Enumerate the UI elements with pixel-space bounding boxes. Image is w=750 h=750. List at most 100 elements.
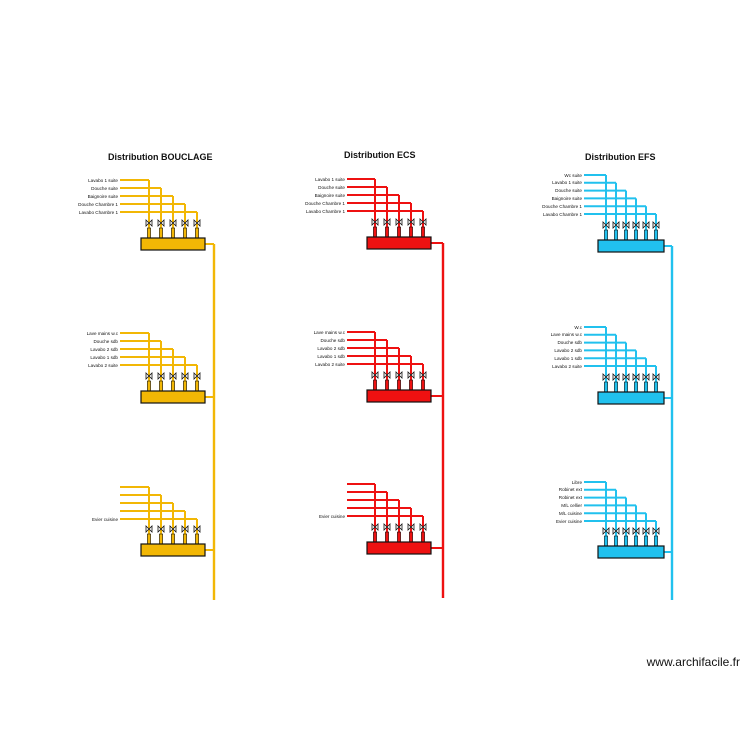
outlet-fitting xyxy=(644,381,648,393)
outlet-fitting xyxy=(147,227,151,239)
valve-icon xyxy=(181,219,189,227)
outlet-label: Lavabo Chambre 1 xyxy=(78,209,118,215)
valve-icon xyxy=(419,371,427,379)
outlet-fitting xyxy=(654,535,658,547)
outlet-label: Evier cuisine xyxy=(318,513,345,519)
manifold-body-bouclage xyxy=(140,390,206,404)
outlet-label: Lavabo 1 suite xyxy=(88,177,118,183)
valve-icon xyxy=(602,373,610,381)
valve-icon xyxy=(157,525,165,533)
outlet-label: Baignoire suite xyxy=(314,192,345,198)
outlet-label: Douche Chambre 1 xyxy=(542,203,582,209)
outlet-label: Lavabo Chambre 1 xyxy=(542,211,582,217)
outlet-label: Lavabo 1 sdb xyxy=(317,353,345,359)
outlet-fitting xyxy=(409,531,413,543)
manifold-body-efs xyxy=(597,545,665,559)
outlet-label: Robinet ext xyxy=(558,495,582,501)
outlet-fitting xyxy=(385,531,389,543)
outlet-fitting xyxy=(624,535,628,547)
outlet-label: Lavabo Chambre 1 xyxy=(305,208,345,214)
valve-icon xyxy=(145,219,153,227)
outlet-fitting xyxy=(409,226,413,238)
outlet-label: Douche suite xyxy=(555,188,582,194)
valve-icon xyxy=(181,525,189,533)
valve-icon xyxy=(383,218,391,226)
outlet-label: Douche suite xyxy=(318,184,345,190)
outlet-fitting xyxy=(614,535,618,547)
outlet-fitting xyxy=(373,226,377,238)
manifold-body-efs xyxy=(597,391,665,405)
valve-icon xyxy=(632,527,640,535)
valve-icon xyxy=(395,218,403,226)
section-title-bouclage: Distribution BOUCLAGE xyxy=(108,152,213,162)
valve-icon xyxy=(169,372,177,380)
outlet-fitting xyxy=(634,381,638,393)
outlet-fitting xyxy=(171,380,175,392)
outlet-fitting xyxy=(644,535,648,547)
outlet-fitting xyxy=(385,379,389,391)
valve-icon xyxy=(622,221,630,229)
outlet-label: Lavabo 2 suite xyxy=(552,363,582,369)
valve-icon xyxy=(169,525,177,533)
valve-icon xyxy=(632,373,640,381)
outlet-label: Baignoire suite xyxy=(87,193,118,199)
section-title-efs: Distribution EFS xyxy=(585,152,656,162)
manifold-body-bouclage xyxy=(140,543,206,557)
outlet-fitting xyxy=(604,229,608,241)
valve-icon xyxy=(169,219,177,227)
outlet-label: Douche Chambre 1 xyxy=(78,201,118,207)
valve-icon xyxy=(642,373,650,381)
valve-icon xyxy=(145,525,153,533)
outlet-fitting xyxy=(147,380,151,392)
valve-icon xyxy=(602,221,610,229)
outlet-fitting xyxy=(195,533,199,545)
outlet-label: Lave mains w.c xyxy=(86,330,118,336)
manifold-body-ecs xyxy=(366,236,432,250)
outlet-label: Evier cuisine xyxy=(555,518,582,524)
valve-icon xyxy=(652,527,660,535)
outlet-fitting xyxy=(373,531,377,543)
valve-icon xyxy=(157,372,165,380)
valve-icon xyxy=(193,219,201,227)
outlet-label: Douche sdb xyxy=(320,337,345,343)
outlet-fitting xyxy=(183,380,187,392)
outlet-fitting xyxy=(421,379,425,391)
outlet-fitting xyxy=(421,531,425,543)
outlet-fitting xyxy=(409,379,413,391)
outlet-label: Robinet ext xyxy=(558,487,582,493)
manifold-body-ecs xyxy=(366,389,432,403)
manifold-body-bouclage xyxy=(140,237,206,251)
outlet-label: Lavabo 2 suite xyxy=(88,362,118,368)
outlet-label: Lavabo 1 suite xyxy=(315,176,345,182)
outlet-fitting xyxy=(171,227,175,239)
valve-icon xyxy=(193,372,201,380)
outlet-fitting xyxy=(195,380,199,392)
outlet-label: Lavabo 2 sdb xyxy=(317,345,345,351)
outlet-fitting xyxy=(654,381,658,393)
outlet-label: M/L cellier xyxy=(561,502,582,508)
valve-icon xyxy=(602,527,610,535)
valve-icon xyxy=(383,371,391,379)
outlet-fitting xyxy=(195,227,199,239)
watermark-text: www.archifacile.fr xyxy=(646,655,740,669)
outlet-label: Douche Chambre 1 xyxy=(305,200,345,206)
outlet-label: Evier cuisine xyxy=(91,516,118,522)
outlet-fitting xyxy=(654,229,658,241)
valve-icon xyxy=(407,371,415,379)
valve-icon xyxy=(652,373,660,381)
valve-icon xyxy=(419,218,427,226)
valve-icon xyxy=(612,221,620,229)
outlet-fitting xyxy=(159,227,163,239)
outlet-label: Lavabo 1 sdb xyxy=(90,354,118,360)
section-title-ecs: Distribution ECS xyxy=(344,150,416,160)
outlet-label: Lavabo 2 suite xyxy=(315,361,345,367)
valve-icon xyxy=(612,373,620,381)
outlet-fitting xyxy=(397,379,401,391)
outlet-fitting xyxy=(397,531,401,543)
outlet-fitting xyxy=(634,229,638,241)
valve-icon xyxy=(407,218,415,226)
valve-icon xyxy=(395,371,403,379)
valve-icon xyxy=(632,221,640,229)
outlet-label: Baignoire suite xyxy=(551,195,582,201)
